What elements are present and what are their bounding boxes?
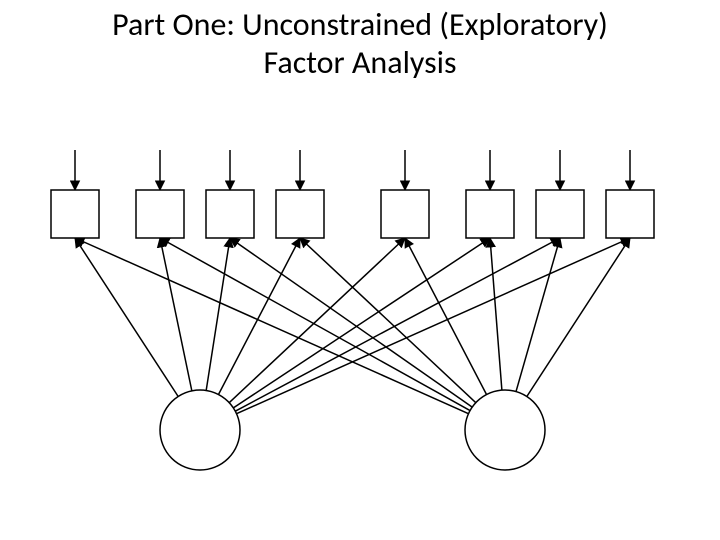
observed-box — [206, 190, 254, 238]
observed-box — [536, 190, 584, 238]
observed-box — [136, 190, 184, 238]
latent-factor — [160, 390, 240, 470]
observed-box — [381, 190, 429, 238]
observed-box — [51, 190, 99, 238]
observed-box — [466, 190, 514, 238]
observed-box — [276, 190, 324, 238]
factor-diagram — [0, 0, 720, 540]
observed-box — [606, 190, 654, 238]
latent-factor — [465, 390, 545, 470]
